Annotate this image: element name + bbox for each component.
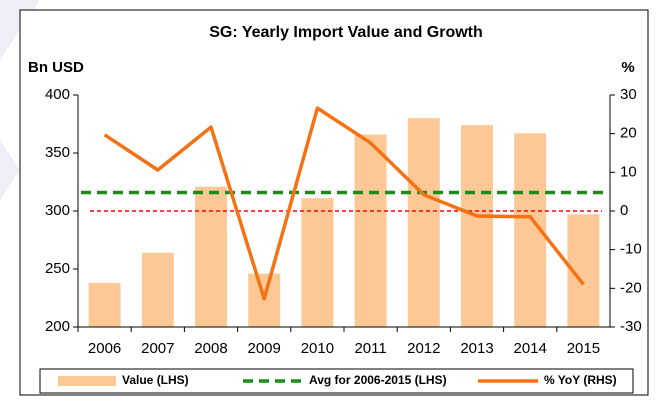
legend-label: % YoY (RHS) [544, 373, 617, 387]
bar [141, 252, 174, 327]
chart-frame [19, 9, 649, 396]
y-tick-label: 250 [45, 260, 70, 277]
x-tick-label: 2013 [460, 340, 493, 357]
y-axis-label: Bn USD [28, 59, 84, 76]
x-tick-label: 2008 [194, 340, 227, 357]
legend-swatch [58, 376, 116, 386]
x-tick-label: 2009 [248, 340, 281, 357]
bar [407, 118, 440, 327]
bar [354, 134, 387, 327]
bar [88, 282, 121, 327]
y2-tick-label: -10 [620, 241, 642, 258]
x-tick-label: 2015 [567, 340, 600, 357]
y2-tick-label: 10 [620, 163, 637, 180]
chart-title: SG: Yearly Import Value and Growth [209, 24, 483, 41]
bar [301, 198, 334, 327]
y2-tick-label: 20 [620, 125, 637, 142]
x-tick-label: 2012 [407, 340, 440, 357]
bar [195, 186, 227, 327]
y-tick-label: 300 [45, 202, 70, 219]
x-tick-label: 2006 [88, 340, 121, 357]
y2-tick-label: -30 [620, 318, 642, 335]
y2-axis-label: % [621, 59, 634, 76]
bar [461, 125, 493, 327]
y-tick-label: 350 [45, 144, 70, 161]
y2-tick-label: -20 [620, 279, 642, 296]
legend-label: Avg for 2006-2015 (LHS) [309, 373, 447, 387]
y-tick-label: 400 [45, 86, 70, 103]
x-tick-label: 2014 [514, 340, 547, 357]
x-tick-label: 2011 [354, 340, 386, 357]
y2-tick-label: 30 [620, 86, 637, 103]
y-tick-label: 200 [45, 318, 70, 335]
y2-tick-label: 0 [620, 202, 628, 219]
legend-label: Value (LHS) [122, 373, 189, 387]
background-decoration [0, 140, 20, 200]
x-tick-label: 2010 [301, 340, 334, 357]
x-tick-label: 2007 [141, 340, 174, 357]
line-series [103, 106, 585, 301]
